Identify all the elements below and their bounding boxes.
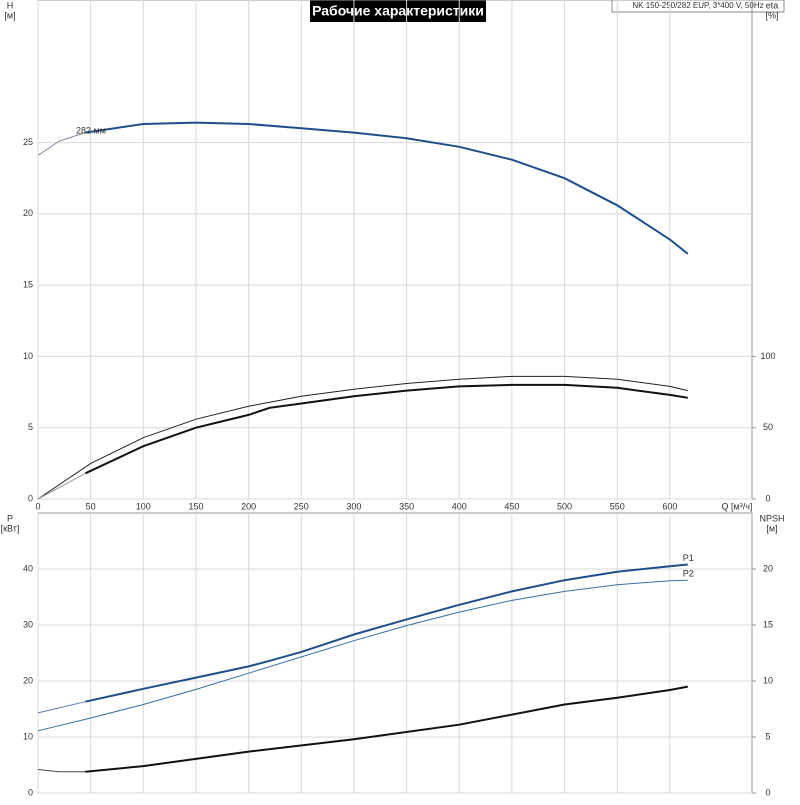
series-line xyxy=(37,375,688,500)
x-tick-label: 450 xyxy=(504,501,519,511)
x-tick-label: 300 xyxy=(346,501,361,511)
y2-tick-label: 20 xyxy=(763,563,773,573)
series-line xyxy=(85,685,688,773)
y-tick-label: 20 xyxy=(23,675,33,685)
x-tick-label: 50 xyxy=(86,501,96,511)
y-axis-unit: [м] xyxy=(4,10,15,20)
x-tick-label: 550 xyxy=(610,501,625,511)
series-line xyxy=(37,701,86,714)
x-axis-label: Q [м³/ч] xyxy=(722,501,753,511)
y-tick-label: 30 xyxy=(23,619,33,629)
y-tick-label: 15 xyxy=(23,280,33,290)
subtitle-box xyxy=(611,0,785,13)
series-line xyxy=(37,132,86,156)
curve-label: 282 мм xyxy=(76,126,106,136)
y-tick-label: 25 xyxy=(23,137,33,147)
y2-tick-label: 0 xyxy=(765,787,770,797)
y-tick-label: 40 xyxy=(23,563,33,573)
x-tick-label: 400 xyxy=(452,501,467,511)
y2-axis-unit: [м] xyxy=(766,523,777,533)
plot-frame xyxy=(37,512,753,794)
y2-tick-label: 15 xyxy=(763,619,773,629)
y-tick-label: 20 xyxy=(23,208,33,218)
series-line xyxy=(84,383,688,475)
y2-tick-label: 10 xyxy=(763,675,773,685)
y-tick-label: 5 xyxy=(28,422,33,432)
series-line xyxy=(85,121,689,255)
series-label: P2 xyxy=(683,569,694,579)
y2-axis-unit: [%] xyxy=(765,10,778,20)
y-axis-label: P xyxy=(7,513,13,523)
x-tick-label: 150 xyxy=(188,501,203,511)
x-tick-label: 600 xyxy=(662,501,677,511)
y-tick-label: 10 xyxy=(23,731,33,741)
series-label: P1 xyxy=(683,553,694,563)
series-line xyxy=(37,769,86,773)
y-axis-unit: [кВт] xyxy=(1,523,20,533)
y2-tick-label: 50 xyxy=(763,422,773,432)
y2-axis-label: eta xyxy=(766,0,779,10)
x-tick-label: 100 xyxy=(136,501,151,511)
x-tick-label: 0 xyxy=(35,501,40,511)
plot-frame xyxy=(37,0,753,500)
y2-tick-label: 0 xyxy=(765,493,770,503)
x-tick-label: 200 xyxy=(241,501,256,511)
x-tick-label: 500 xyxy=(557,501,572,511)
x-tick-label: 250 xyxy=(294,501,309,511)
y2-axis-label: NPSH xyxy=(759,513,784,523)
chart-title: Рабочие характеристики xyxy=(312,3,484,19)
series-line xyxy=(37,579,688,732)
y-tick-label: 10 xyxy=(23,351,33,361)
y-tick-label: 0 xyxy=(28,787,33,797)
series-line xyxy=(37,472,86,500)
y2-tick-label: 5 xyxy=(765,731,770,741)
subtitle: NK 150-250/282 EUP, 3*400 V, 50Hz xyxy=(632,1,763,10)
y-axis-label: H xyxy=(7,0,14,10)
x-tick-label: 350 xyxy=(399,501,414,511)
y2-tick-label: 100 xyxy=(760,351,775,361)
y-tick-label: 0 xyxy=(28,493,33,503)
series-line xyxy=(85,563,688,703)
